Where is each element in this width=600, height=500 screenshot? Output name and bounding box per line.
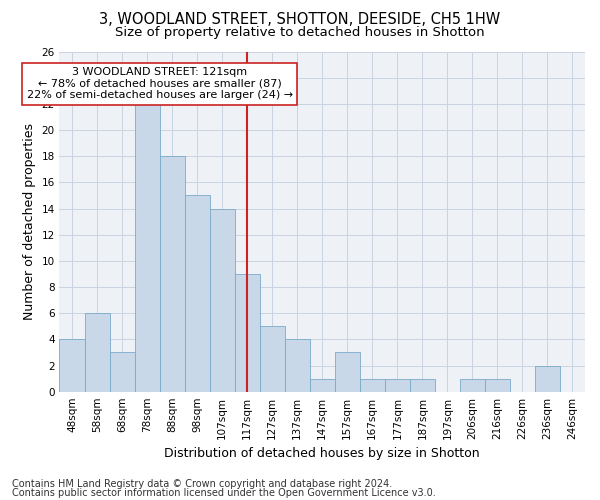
- Bar: [85, 313, 110, 392]
- Bar: [310, 378, 335, 392]
- Bar: [535, 366, 560, 392]
- Text: Contains HM Land Registry data © Crown copyright and database right 2024.: Contains HM Land Registry data © Crown c…: [12, 479, 392, 489]
- Bar: [235, 274, 260, 392]
- Text: Contains public sector information licensed under the Open Government Licence v3: Contains public sector information licen…: [12, 488, 436, 498]
- Bar: [285, 340, 310, 392]
- Bar: [209, 208, 235, 392]
- Bar: [110, 352, 134, 392]
- Bar: [460, 378, 485, 392]
- Bar: [335, 352, 360, 392]
- Bar: [410, 378, 435, 392]
- X-axis label: Distribution of detached houses by size in Shotton: Distribution of detached houses by size …: [164, 447, 480, 460]
- Text: 3, WOODLAND STREET, SHOTTON, DEESIDE, CH5 1HW: 3, WOODLAND STREET, SHOTTON, DEESIDE, CH…: [100, 12, 500, 28]
- Bar: [360, 378, 385, 392]
- Bar: [134, 104, 160, 392]
- Bar: [485, 378, 510, 392]
- Bar: [385, 378, 410, 392]
- Text: 3 WOODLAND STREET: 121sqm
← 78% of detached houses are smaller (87)
22% of semi-: 3 WOODLAND STREET: 121sqm ← 78% of detac…: [26, 67, 293, 100]
- Y-axis label: Number of detached properties: Number of detached properties: [23, 123, 36, 320]
- Bar: [59, 340, 85, 392]
- Text: Size of property relative to detached houses in Shotton: Size of property relative to detached ho…: [115, 26, 485, 39]
- Bar: [260, 326, 285, 392]
- Bar: [160, 156, 185, 392]
- Bar: [185, 196, 209, 392]
